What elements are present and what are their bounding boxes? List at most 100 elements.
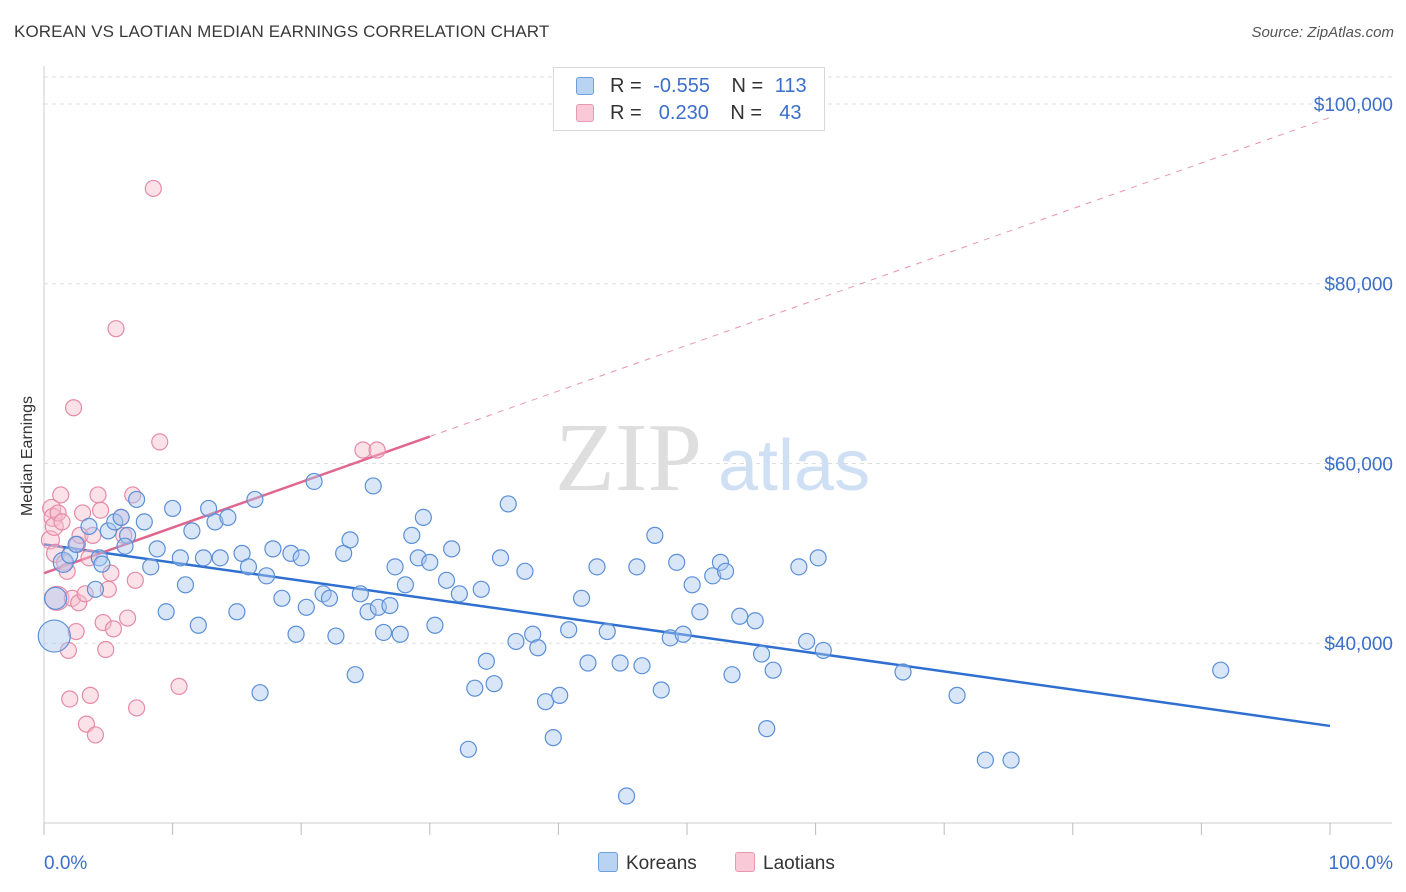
korean-point-48 [364,477,382,495]
korean-point-47 [359,603,377,621]
korean-point-57 [414,508,432,527]
korean-point-25 [211,549,229,567]
korean-point-63 [459,740,477,758]
korean-point-20 [183,522,201,540]
korean-point-70 [507,632,525,651]
laotian-point-36 [118,609,137,627]
korean-point-36 [287,625,305,643]
korean-point-6 [86,580,105,598]
correlation-legend: R = -0.555 N = 113 R = 0.230 N = 43 [553,67,825,131]
korean-point-102 [790,558,808,576]
korean-point-85 [633,657,651,675]
korean-point-4 [67,535,85,553]
korean-point-42 [327,627,345,645]
korean-point-52 [386,558,404,576]
koreans-points [37,472,1230,805]
watermark: ZIP atlas [555,404,870,512]
korean-point-99 [752,645,771,663]
korean-point-46 [351,585,369,603]
source-label: Source: ZipAtlas.com [1251,24,1394,41]
korean-point-44 [341,531,359,549]
y-tick-label-0: $40,000 [1324,634,1393,655]
legend-n-label: N = [731,75,764,97]
axes [43,66,1392,835]
laotian-point-40 [144,179,162,198]
korean-point-110 [1212,661,1230,679]
korean-point-79 [579,654,597,672]
y-tick-label-3: $100,000 [1314,95,1393,116]
laotians-trend-extension [429,116,1331,437]
laotian-point-18 [71,526,89,544]
laotians-trend-line [43,435,431,575]
korean-point-93 [704,567,722,585]
korean-point-105 [814,641,832,660]
korean-point-0 [37,619,71,653]
x-tick-label-max: 100.0% [1329,853,1394,874]
korean-point-73 [529,639,547,657]
korean-point-51 [381,596,399,615]
korean-point-26 [219,508,237,527]
laotian-point-42 [170,677,188,695]
korean-point-69 [499,495,517,513]
korean-point-24 [206,513,224,531]
watermark-atlas: atlas [718,426,870,506]
korean-point-112 [116,537,134,555]
korean-point-59 [426,616,444,634]
legend-r-value-laotians: 0.230 [653,102,709,124]
laotian-point-31 [102,564,120,582]
korean-point-111 [93,555,111,573]
korean-point-41 [320,589,339,607]
korean-point-8 [99,522,117,540]
x-tick-label-min: 0.0% [44,853,87,874]
laotian-point-6 [49,504,67,522]
legend-r-label: R = [610,102,642,124]
korean-point-21 [189,616,207,634]
korean-point-67 [485,675,503,693]
korean-point-37 [292,549,310,567]
korean-point-96 [723,666,741,684]
korean-point-77 [560,621,578,639]
korean-point-89 [668,553,686,571]
korean-point-22 [194,549,213,567]
korean-point-62 [450,585,468,603]
legend-n-label: N = [730,102,763,124]
bottom-legend-label-koreans: Koreans [626,853,697,874]
korean-point-104 [809,549,827,567]
korean-point-94 [711,553,730,571]
korean-point-1 [43,586,68,610]
korean-point-65 [472,580,490,598]
korean-point-92 [691,603,709,621]
korean-point-90 [674,625,692,643]
korean-point-53 [391,625,409,643]
korean-point-107 [948,686,966,704]
korean-point-17 [164,499,182,518]
laotian-point-17 [70,594,88,612]
laotian-point-44 [368,441,386,459]
korean-point-11 [118,526,137,544]
korean-point-18 [171,549,189,567]
legend-swatch-koreans [576,77,594,95]
korean-point-61 [443,540,461,558]
y-tick-label-1: $60,000 [1324,454,1393,475]
korean-point-15 [148,540,166,558]
korean-point-34 [273,589,291,607]
korean-point-83 [617,787,636,805]
laotian-point-25 [86,726,105,744]
legend-n-value-laotians: 43 [773,102,802,124]
korean-point-13 [135,513,153,531]
y-axis-label: Median Earnings [19,395,36,517]
watermark-zip: ZIP [555,404,702,512]
korean-point-39 [305,472,323,491]
korean-point-64 [466,679,484,697]
laotian-point-41 [151,433,169,451]
legend-r-label: R = [610,75,642,97]
bottom-legend-swatch-koreans [598,852,618,872]
korean-point-5 [80,517,98,535]
korean-point-33 [264,540,282,558]
korean-point-38 [297,598,315,616]
bottom-legend-laotians: Laotians [735,852,835,875]
korean-point-80 [588,558,606,576]
korean-point-84 [628,558,646,576]
tick-labels: $40,000 $60,000 $80,000 $100,000 0.0% 100.0% [44,95,1393,874]
korean-point-50 [374,623,393,642]
